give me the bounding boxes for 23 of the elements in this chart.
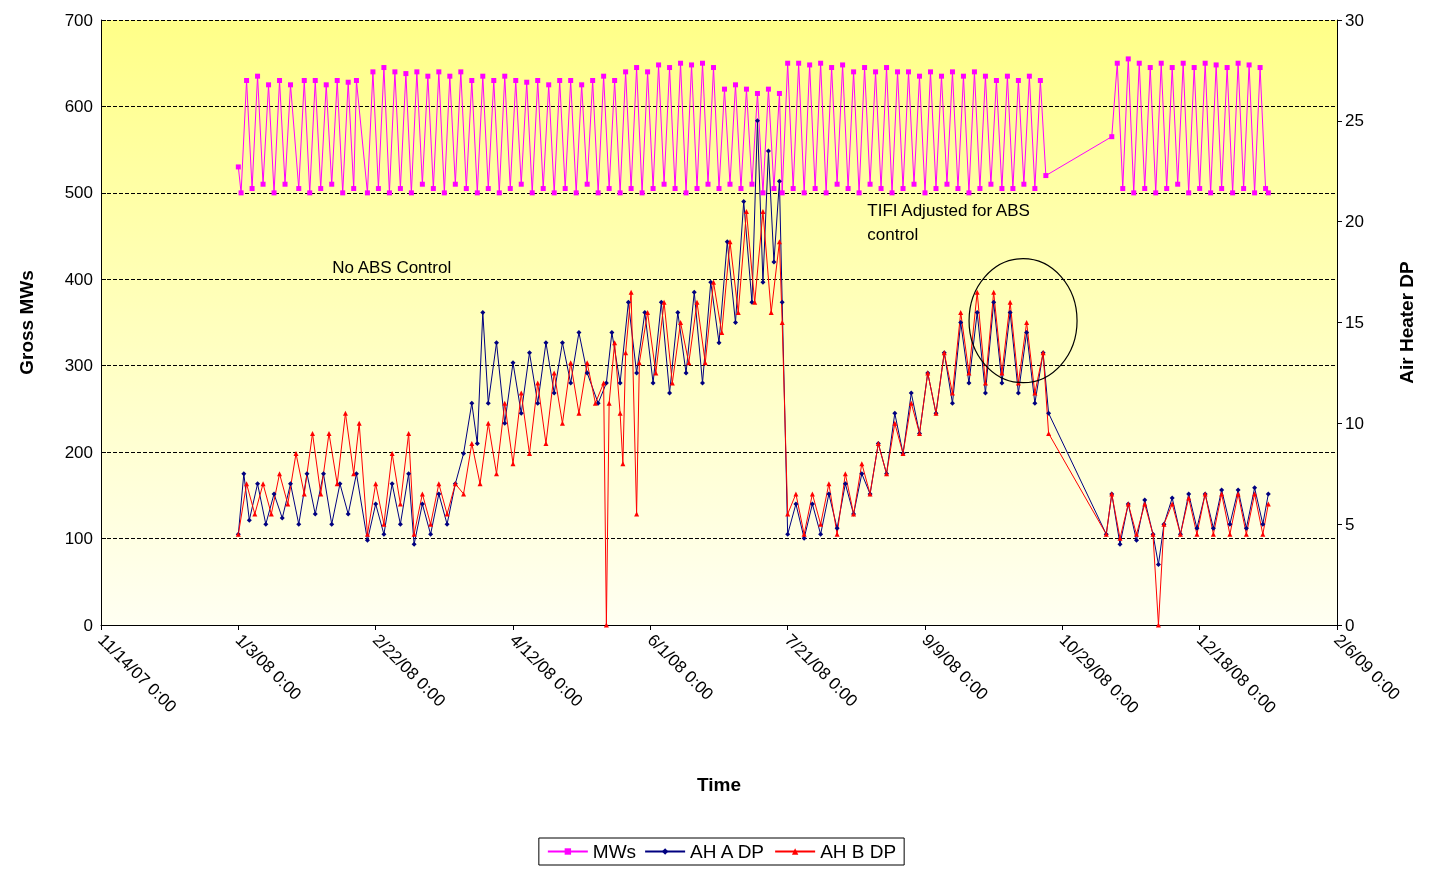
y2-tick-label: 15	[1345, 313, 1364, 332]
annotation: No ABS Control	[332, 257, 452, 277]
y2-tick-label: 0	[1345, 615, 1355, 635]
y2-tick-label: 20	[1345, 212, 1364, 232]
y2-tick-label: 10	[1345, 413, 1364, 433]
y-tick-label: 500	[64, 183, 93, 203]
y-axis-title: Gross MWs	[16, 270, 37, 375]
y-tick-label: 200	[64, 442, 93, 462]
y-tick-label: 0	[83, 615, 93, 635]
y-tick-label: 400	[64, 269, 93, 289]
legend-label: AH A DP	[690, 841, 765, 862]
legend-label: AH B DP	[820, 841, 897, 862]
y-tick-label: 700	[64, 10, 93, 30]
y2-tick-label: 30	[1345, 10, 1364, 30]
y2-tick-label: 25	[1345, 111, 1364, 131]
y2-axis-title: Air Heater DP	[1396, 260, 1417, 384]
x-axis-title: Time	[696, 774, 742, 795]
y-tick-label: 100	[64, 529, 93, 549]
y-tick-label: 600	[64, 96, 93, 116]
y-tick-label: 300	[64, 356, 93, 376]
legend-label: MWs	[592, 841, 637, 862]
y2-tick-label: 5	[1345, 514, 1355, 534]
annotation: TIFI Adjusted for ABS control	[867, 200, 1035, 244]
